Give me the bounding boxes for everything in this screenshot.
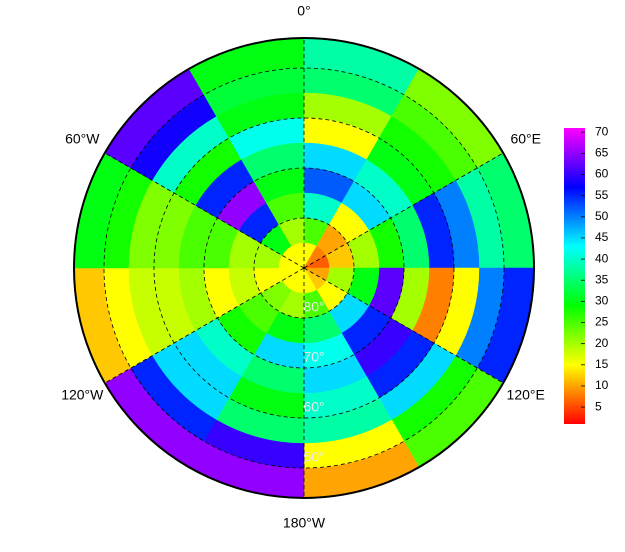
colorbar: 5 10 15 20 25 30 35 40 45 50 55 60 65 70 (564, 124, 609, 424)
longitude-label: 180°W (283, 515, 326, 531)
colorbar-label: 45 (595, 230, 609, 244)
longitude-label: 120°W (61, 387, 104, 403)
longitude-label: 60°W (65, 131, 100, 147)
meridian-line (303, 267, 504, 384)
latitude-label: 50° (303, 449, 324, 465)
colorbar-label: 10 (595, 378, 609, 392)
longitude-label: 0° (297, 3, 310, 19)
colorbar-label: 15 (595, 357, 609, 371)
longitude-label: 120°E (507, 387, 545, 403)
latitude-label: 80° (303, 299, 324, 315)
colorbar-label: 35 (595, 272, 609, 286)
colorbar-label: 55 (595, 188, 609, 202)
meridian-line (104, 267, 305, 384)
meridian-line (303, 152, 504, 269)
colorbar-label: 40 (595, 251, 609, 265)
colorbar-label: 50 (595, 209, 609, 223)
colorbar-label: 25 (595, 315, 609, 329)
latitude-line (153, 117, 455, 419)
latitude-label: 70° (303, 349, 324, 365)
colorbar-label: 65 (595, 146, 609, 160)
meridian-line (104, 152, 305, 269)
colorbar-label: 30 (595, 294, 609, 308)
latitude-line (103, 67, 505, 469)
map-border (73, 37, 535, 499)
colorbar-label: 60 (595, 167, 609, 181)
longitude-label: 60°E (510, 131, 541, 147)
latitude-label: 60° (303, 399, 324, 415)
colorbar-label: 5 (595, 399, 602, 413)
colorbar-bar (564, 128, 585, 424)
colorbar-label: 20 (595, 336, 609, 350)
colorbar-label: 70 (595, 124, 609, 138)
